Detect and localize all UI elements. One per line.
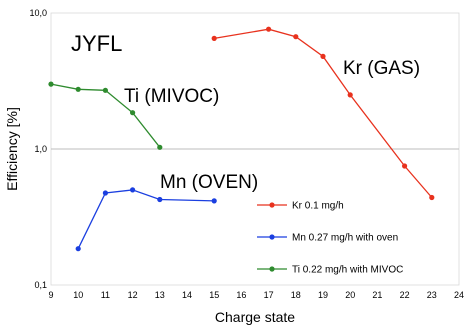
x-tick-labels: 9 10 11 12 13 14 15 16 17 18 19 20 21 22 23 24 <box>48 290 464 300</box>
x-tick-label: 14 <box>182 290 192 300</box>
data-point <box>157 196 163 203</box>
data-point <box>102 190 108 196</box>
series-2 <box>48 81 163 150</box>
legend-label: Mn 0.27 mg/h with oven <box>292 233 398 244</box>
legend-label: Ti 0.22 mg/h with MIVOC <box>292 265 403 276</box>
x-tick-label: 15 <box>209 290 219 300</box>
y-tick-labels: 0,1 1,0 10,0 <box>29 8 47 290</box>
data-point <box>75 246 81 252</box>
x-axis-label: Charge state <box>215 309 295 325</box>
legend-marker <box>269 202 275 208</box>
x-tick-label: 11 <box>101 290 110 300</box>
x-tick-label: 13 <box>155 290 165 300</box>
x-tick-label: 20 <box>345 290 355 300</box>
x-tick-label: 9 <box>48 290 53 300</box>
data-point <box>157 144 163 150</box>
x-tick-label: 10 <box>73 290 83 300</box>
data-point <box>347 92 353 98</box>
data-point <box>402 163 408 169</box>
data-point <box>130 187 136 193</box>
legend-label: Kr 0.1 mg/h <box>292 201 344 212</box>
data-point <box>48 81 54 87</box>
data-point <box>211 35 217 42</box>
x-tick-label: 23 <box>427 290 437 300</box>
x-tick-label: 19 <box>318 290 328 300</box>
y-axis-label: Efficiency [%] <box>4 107 20 191</box>
x-tick-label: 17 <box>264 290 274 300</box>
legend-marker <box>269 234 275 240</box>
legend-marker <box>269 266 275 272</box>
y-tick-label: 0,1 <box>34 280 47 290</box>
x-tick-label: 12 <box>128 290 138 300</box>
x-tick-label: 21 <box>372 290 382 300</box>
data-point <box>429 194 435 201</box>
x-tick-label: 18 <box>291 290 301 300</box>
data-point <box>102 87 108 93</box>
data-point <box>130 110 136 116</box>
y-tick-label: 10,0 <box>29 8 47 18</box>
legend: Kr 0.1 mg/h Mn 0.27 mg/h with oven Ti 0.22… <box>257 201 403 276</box>
data-point <box>320 53 326 60</box>
x-tick-label: 22 <box>400 290 410 300</box>
facility-annotation: JYFL <box>71 31 122 56</box>
series-layer <box>48 26 435 252</box>
data-point <box>75 86 81 92</box>
ti-annotation: Ti (MIVOC) <box>124 86 219 107</box>
y-tick-label: 1,0 <box>34 144 47 154</box>
data-point <box>293 34 299 40</box>
mn-annotation: Mn (OVEN) <box>160 172 258 193</box>
x-tick-label: 24 <box>454 290 464 300</box>
kr-annotation: Kr (GAS) <box>343 58 420 79</box>
data-point <box>211 198 217 204</box>
data-point <box>266 26 272 32</box>
series-0 <box>211 26 435 201</box>
series-1 <box>75 187 217 252</box>
x-tick-label: 16 <box>236 290 246 300</box>
